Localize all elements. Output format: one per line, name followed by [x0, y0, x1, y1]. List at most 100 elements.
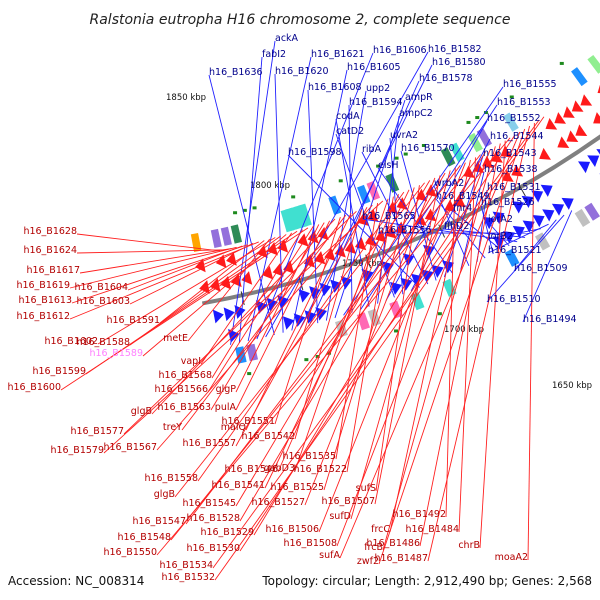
- forward-gene-label[interactable]: h16_B1549: [436, 191, 490, 202]
- reverse-gene-label[interactable]: metE: [163, 333, 188, 344]
- reverse-gene-label[interactable]: h16_B1579: [50, 445, 104, 456]
- reverse-gene-label[interactable]: h16_B1613: [18, 295, 72, 306]
- reverse-gene-label[interactable]: h16_B1534: [159, 560, 213, 571]
- reverse-gene-label[interactable]: chrB: [458, 540, 480, 551]
- reverse-gene-label[interactable]: h16_B1600: [7, 382, 61, 393]
- forward-gene-label[interactable]: h16_B1621: [311, 49, 365, 60]
- reverse-gene-label[interactable]: h16_B1599: [32, 366, 86, 377]
- forward-gene-label[interactable]: upp2: [366, 83, 390, 94]
- reverse-gene-label[interactable]: moaA2: [495, 552, 528, 563]
- reverse-gene-label[interactable]: h16_B1588: [76, 337, 130, 348]
- reverse-gene-label[interactable]: h16_B1617: [26, 265, 80, 276]
- reverse-gene-label[interactable]: vapI: [181, 356, 201, 367]
- reverse-gene-label[interactable]: gabD3: [264, 463, 295, 474]
- reverse-gene-label[interactable]: frcC: [371, 524, 390, 535]
- forward-gene-label[interactable]: iorB2: [488, 231, 513, 242]
- forward-gene-label[interactable]: h16_B1556: [378, 225, 432, 236]
- forward-gene-label[interactable]: h16_B1565: [362, 211, 416, 222]
- forward-gene-label[interactable]: ampC2: [399, 108, 433, 119]
- reverse-gene-label[interactable]: h16_B1508: [283, 538, 337, 549]
- forward-gene-label[interactable]: elsH: [378, 160, 399, 171]
- forward-gene-label[interactable]: h16_B1538: [484, 164, 538, 175]
- forward-gene-label[interactable]: ackA: [275, 33, 299, 44]
- forward-gene-label[interactable]: codA: [336, 111, 360, 122]
- reverse-gene-label[interactable]: treY: [163, 422, 182, 433]
- reverse-gene-label[interactable]: h16_B1566: [154, 384, 208, 395]
- forward-gene-label[interactable]: h16_B1553: [497, 97, 551, 108]
- reverse-gene-label[interactable]: h16_B1558: [144, 473, 198, 484]
- reverse-gene-label[interactable]: h16_B1527: [251, 497, 305, 508]
- reverse-gene-label[interactable]: h16_B1563: [157, 402, 211, 413]
- forward-gene-label[interactable]: h16_B1636: [209, 67, 263, 78]
- reverse-gene-label[interactable]: h16_B1589: [89, 348, 143, 359]
- reverse-gene-label[interactable]: h16_B1550: [103, 547, 157, 558]
- forward-gene-label[interactable]: h16_B1509: [514, 263, 568, 274]
- reverse-gene-label[interactable]: glgP: [216, 384, 237, 395]
- reverse-gene-label[interactable]: sufA: [319, 550, 340, 561]
- forward-gene-label[interactable]: h16_B1606: [373, 45, 427, 56]
- reverse-gene-label[interactable]: h16_B1530: [186, 543, 240, 554]
- forward-gene-label[interactable]: uvrA2: [390, 130, 418, 141]
- reverse-gene-label[interactable]: h16_B1546: [224, 464, 278, 475]
- forward-gene-label[interactable]: h16_B1620: [275, 66, 329, 77]
- forward-gene-label[interactable]: h16_B1598: [288, 147, 342, 158]
- reverse-gene-label[interactable]: h16_B1532: [161, 572, 215, 583]
- forward-gene-label[interactable]: h16_B1510: [487, 294, 541, 305]
- forward-gene-label[interactable]: h16_B1580: [432, 57, 486, 68]
- forward-gene-label[interactable]: h16_B1521: [488, 245, 542, 256]
- forward-gene-label[interactable]: h16_B1544: [490, 131, 544, 142]
- reverse-gene-label[interactable]: malQ: [221, 422, 246, 433]
- reverse-gene-label[interactable]: h16_B1541: [211, 480, 265, 491]
- forward-gene-label[interactable]: iorA2: [488, 214, 513, 225]
- reverse-gene-label[interactable]: h16_B1507: [321, 496, 375, 507]
- reverse-gene-label[interactable]: pulA: [215, 402, 237, 413]
- reverse-gene-label[interactable]: h16_B1484: [405, 524, 459, 535]
- reverse-gene-label[interactable]: h16_B1542: [241, 431, 295, 442]
- forward-gene-label[interactable]: h16_B1605: [347, 62, 401, 73]
- reverse-gene-label[interactable]: h16_B1619: [16, 280, 70, 291]
- forward-gene-label[interactable]: h16_B1555: [503, 79, 557, 90]
- forward-gene-label[interactable]: h16_B1526: [481, 197, 535, 208]
- reverse-gene-label[interactable]: h16_B1591: [106, 315, 160, 326]
- reverse-gene-label[interactable]: zwf2: [357, 556, 379, 567]
- forward-gene-label[interactable]: h16_B1531: [487, 182, 541, 193]
- forward-gene-label[interactable]: h16_B1570: [401, 143, 455, 154]
- reverse-gene-label[interactable]: h16_B1545: [182, 498, 236, 509]
- reverse-gene-label[interactable]: h16_B1525: [270, 482, 324, 493]
- reverse-gene-label[interactable]: h16_B1603: [76, 296, 130, 307]
- reverse-gene-label[interactable]: h16_B1486: [366, 538, 420, 549]
- forward-gene-label[interactable]: catD2: [336, 126, 364, 137]
- forward-gene-label[interactable]: h16_B1582: [428, 44, 482, 55]
- forward-gene-label[interactable]: ribA: [362, 144, 382, 155]
- forward-gene-label[interactable]: fnr4: [453, 203, 472, 214]
- reverse-gene-label[interactable]: h16_B1624: [23, 245, 77, 256]
- reverse-gene-label[interactable]: h16_B1535: [282, 451, 336, 462]
- reverse-gene-label[interactable]: h16_B1577: [70, 426, 124, 437]
- forward-gene-label[interactable]: fabI2: [262, 49, 286, 60]
- reverse-gene-label[interactable]: h16_B1604: [74, 282, 128, 293]
- forward-gene-label[interactable]: h16_B1578: [419, 73, 473, 84]
- reverse-gene-label[interactable]: h16_B1628: [23, 226, 77, 237]
- forward-gene-label[interactable]: flhD2: [444, 221, 469, 232]
- reverse-gene-label[interactable]: h16_B1487: [374, 553, 428, 564]
- reverse-gene-label[interactable]: h16_B1568: [158, 370, 212, 381]
- reverse-gene-label[interactable]: h16_B1551: [221, 416, 275, 427]
- reverse-gene-label[interactable]: h16_B1506: [265, 524, 319, 535]
- reverse-gene-label[interactable]: h16_B1612: [16, 311, 70, 322]
- forward-gene-label[interactable]: h16_B1543: [483, 148, 537, 159]
- reverse-gene-label[interactable]: h16_B1557: [182, 438, 236, 449]
- reverse-gene-label[interactable]: h16_B1547: [132, 516, 186, 527]
- reverse-gene-label[interactable]: glgB: [154, 489, 175, 500]
- reverse-gene-label[interactable]: h16_B1567: [103, 442, 157, 453]
- reverse-gene-label[interactable]: glgB: [131, 406, 152, 417]
- reverse-gene-label[interactable]: h16_B1602: [44, 336, 98, 347]
- reverse-gene-label[interactable]: sufD: [329, 511, 351, 522]
- reverse-gene-label[interactable]: sufS: [356, 483, 376, 494]
- reverse-gene-label[interactable]: h16_B1522: [293, 464, 347, 475]
- reverse-gene-label[interactable]: h16_B1492: [392, 509, 446, 520]
- reverse-gene-label[interactable]: h16_B1528: [186, 513, 240, 524]
- reverse-gene-label[interactable]: frcB: [364, 542, 383, 553]
- forward-gene-label[interactable]: h16_B1552: [487, 113, 541, 124]
- forward-gene-label[interactable]: h16_B1608: [308, 82, 362, 93]
- reverse-gene-label[interactable]: h16_B1548: [117, 532, 171, 543]
